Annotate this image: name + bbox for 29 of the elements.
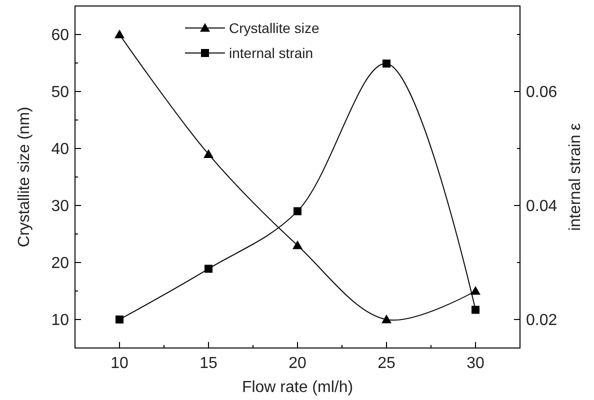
point [472, 306, 480, 314]
x-tick-label: 25 [378, 355, 396, 372]
point [116, 316, 124, 324]
x-tick-label: 20 [288, 355, 306, 372]
point [292, 240, 302, 250]
y-tick-label: 30 [51, 198, 70, 216]
point [204, 264, 212, 273]
point [382, 60, 390, 68]
y-tick-label: 20 [51, 255, 70, 272]
point [470, 286, 480, 295]
point [294, 207, 302, 216]
point [204, 149, 214, 158]
y2-tick-label: 0.02 [526, 312, 558, 330]
y2-tick-label: 0.04 [526, 198, 558, 216]
y2-tick-label: 0.06 [526, 84, 558, 102]
point [382, 314, 392, 324]
y-tick-label: 40 [51, 141, 70, 158]
legend-label: internal strain [229, 44, 314, 61]
x-tick-label: 10 [110, 355, 128, 372]
x-tick-label: 30 [466, 355, 484, 372]
y-tick-label: 60 [51, 27, 70, 44]
y-tick-label: 10 [51, 312, 70, 330]
x-axis-title: Flow rate (ml/h) [242, 379, 354, 396]
y2-axis-title: internal strain ε [567, 123, 584, 231]
y-axis-title: Crystallite size (nm) [16, 106, 33, 248]
y-tick-label: 50 [51, 84, 70, 102]
x-tick-label: 15 [200, 355, 218, 372]
point [114, 30, 124, 38]
legend-label: Crystallite size [229, 20, 320, 36]
